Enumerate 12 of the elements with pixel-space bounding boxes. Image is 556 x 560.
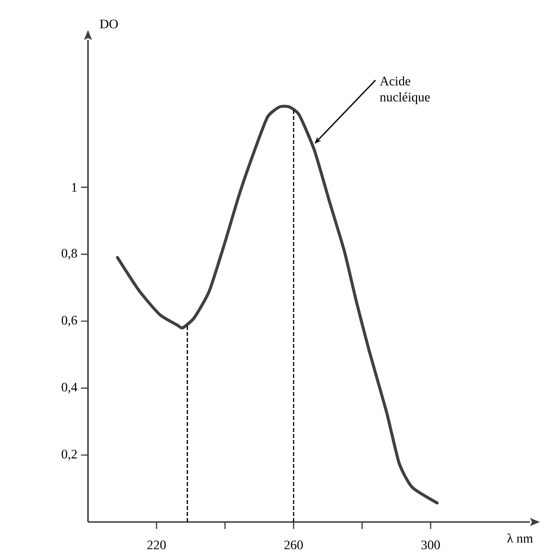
y-axis-title: DO (100, 20, 118, 28)
x-axis-title: λ nm (507, 534, 533, 543)
x-tick-label: 220 (147, 540, 166, 550)
y-tick-label: 0,2 (62, 450, 77, 460)
y-tick-label: 0,4 (62, 382, 78, 394)
annotation: Acide nucléique (380, 76, 430, 104)
y-tick-label: 0,6 (62, 316, 78, 326)
line-series (116, 104, 439, 504)
y-tick-label: 0,8 (62, 248, 77, 260)
x-tick-label: 260 (284, 540, 303, 550)
x-tick-label: 300 (422, 540, 440, 550)
y-tick-label: 1 (72, 182, 77, 192)
